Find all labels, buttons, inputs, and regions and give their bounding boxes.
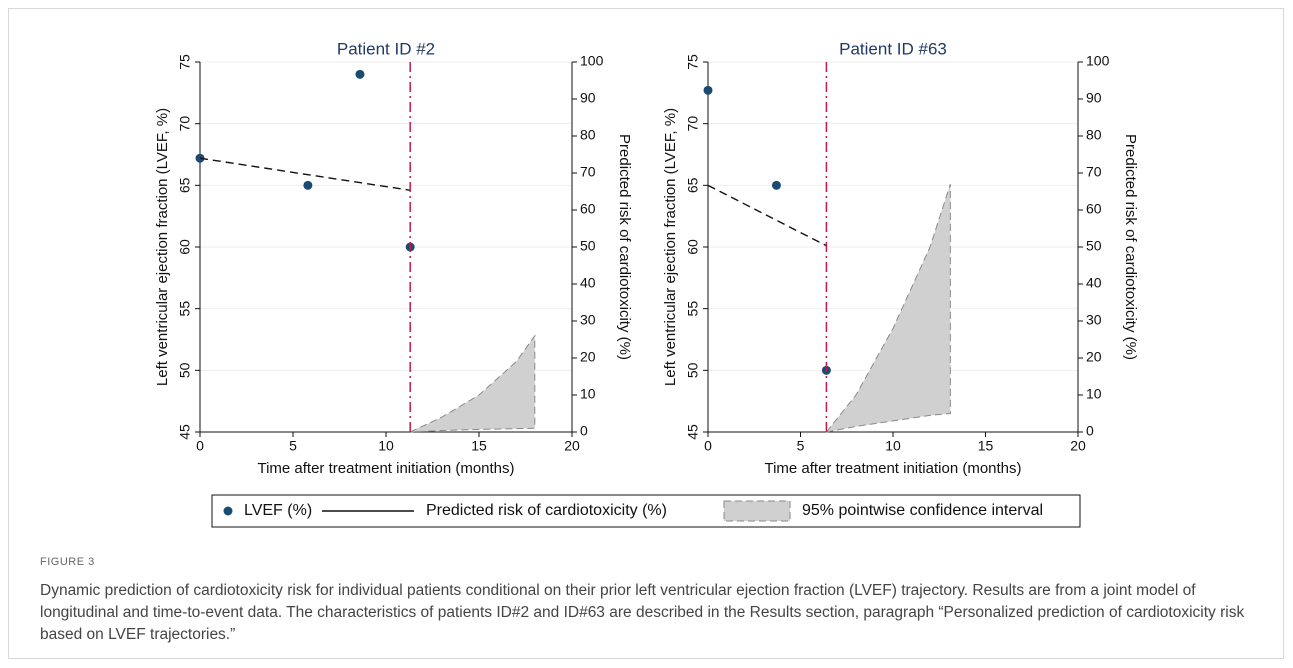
y2-tick-label: 90 <box>580 90 596 106</box>
y-tick-label: 45 <box>177 424 193 440</box>
x-axis-label: Time after treatment initiation (months) <box>257 460 514 477</box>
y2-tick-label: 10 <box>1086 386 1102 402</box>
y-tick-label: 55 <box>177 301 193 317</box>
y2-tick-label: 70 <box>1086 164 1102 180</box>
y2-tick-label: 40 <box>1086 275 1102 291</box>
y-tick-label: 65 <box>177 177 193 193</box>
x-tick-label: 5 <box>797 438 805 454</box>
y2-tick-label: 100 <box>580 53 604 69</box>
legend-label: LVEF (%) <box>244 502 312 519</box>
caption: Dynamic prediction of cardiotoxicity ris… <box>40 582 1245 643</box>
y-axis-label: Left ventricular ejection fraction (LVEF… <box>154 108 171 386</box>
y2-axis-label: Predicted risk of cardiotoxicity (%) <box>1122 134 1139 360</box>
legend-label: 95% pointwise confidence interval <box>802 502 1043 519</box>
y2-tick-label: 30 <box>1086 312 1102 328</box>
figure-label: FIGURE 3 <box>40 556 95 568</box>
y2-tick-label: 90 <box>1086 90 1102 106</box>
x-tick-label: 0 <box>704 438 712 454</box>
y2-tick-label: 50 <box>1086 238 1102 254</box>
legend-marker <box>723 500 791 522</box>
y-tick-label: 60 <box>685 239 701 255</box>
y2-tick-label: 0 <box>1086 423 1094 439</box>
x-tick-label: 0 <box>196 438 204 454</box>
lvef-fit-line <box>707 184 827 247</box>
x-tick-label: 15 <box>471 438 487 454</box>
lvef-point <box>303 180 313 190</box>
lvef-point <box>703 85 713 95</box>
y2-tick-label: 80 <box>1086 127 1102 143</box>
y2-tick-label: 60 <box>1086 201 1102 217</box>
y2-axis-label: Predicted risk of cardiotoxicity (%) <box>616 134 633 360</box>
y-tick-label: 50 <box>685 362 701 378</box>
x-axis-label: Time after treatment initiation (months) <box>764 460 1021 477</box>
lvef-fit-line <box>199 157 411 191</box>
y-tick-label: 50 <box>177 362 193 378</box>
x-tick-label: 20 <box>564 438 580 454</box>
legend-marker <box>223 506 233 516</box>
chart-title: Patient ID #2 <box>337 39 435 58</box>
y2-tick-label: 70 <box>580 164 596 180</box>
y-tick-label: 65 <box>685 177 701 193</box>
frame <box>8 8 1284 659</box>
x-tick-label: 10 <box>885 438 901 454</box>
y2-tick-label: 60 <box>580 201 596 217</box>
x-tick-label: 5 <box>289 438 297 454</box>
legend-label: Predicted risk of cardiotoxicity (%) <box>426 502 667 519</box>
y2-tick-label: 20 <box>580 349 596 365</box>
y2-tick-label: 50 <box>580 238 596 254</box>
y2-tick-label: 40 <box>580 275 596 291</box>
lvef-point <box>355 69 365 79</box>
x-tick-label: 15 <box>978 438 994 454</box>
confidence-band <box>825 183 951 433</box>
x-tick-label: 20 <box>1070 438 1086 454</box>
y-tick-label: 60 <box>177 239 193 255</box>
confidence-band <box>409 334 536 433</box>
y-tick-label: 75 <box>177 54 193 70</box>
y2-tick-label: 20 <box>1086 349 1102 365</box>
y2-tick-label: 30 <box>580 312 596 328</box>
y-tick-label: 75 <box>685 54 701 70</box>
chart-title: Patient ID #63 <box>839 39 947 58</box>
y2-tick-label: 100 <box>1086 53 1110 69</box>
y-tick-label: 55 <box>685 301 701 317</box>
y2-tick-label: 10 <box>580 386 596 402</box>
y-tick-label: 70 <box>177 116 193 132</box>
y2-tick-label: 0 <box>580 423 588 439</box>
y-tick-label: 70 <box>685 116 701 132</box>
y2-tick-label: 80 <box>580 127 596 143</box>
y-axis-label: Left ventricular ejection fraction (LVEF… <box>662 108 679 386</box>
x-tick-label: 10 <box>378 438 394 454</box>
lvef-point <box>771 180 781 190</box>
y-tick-label: 45 <box>685 424 701 440</box>
